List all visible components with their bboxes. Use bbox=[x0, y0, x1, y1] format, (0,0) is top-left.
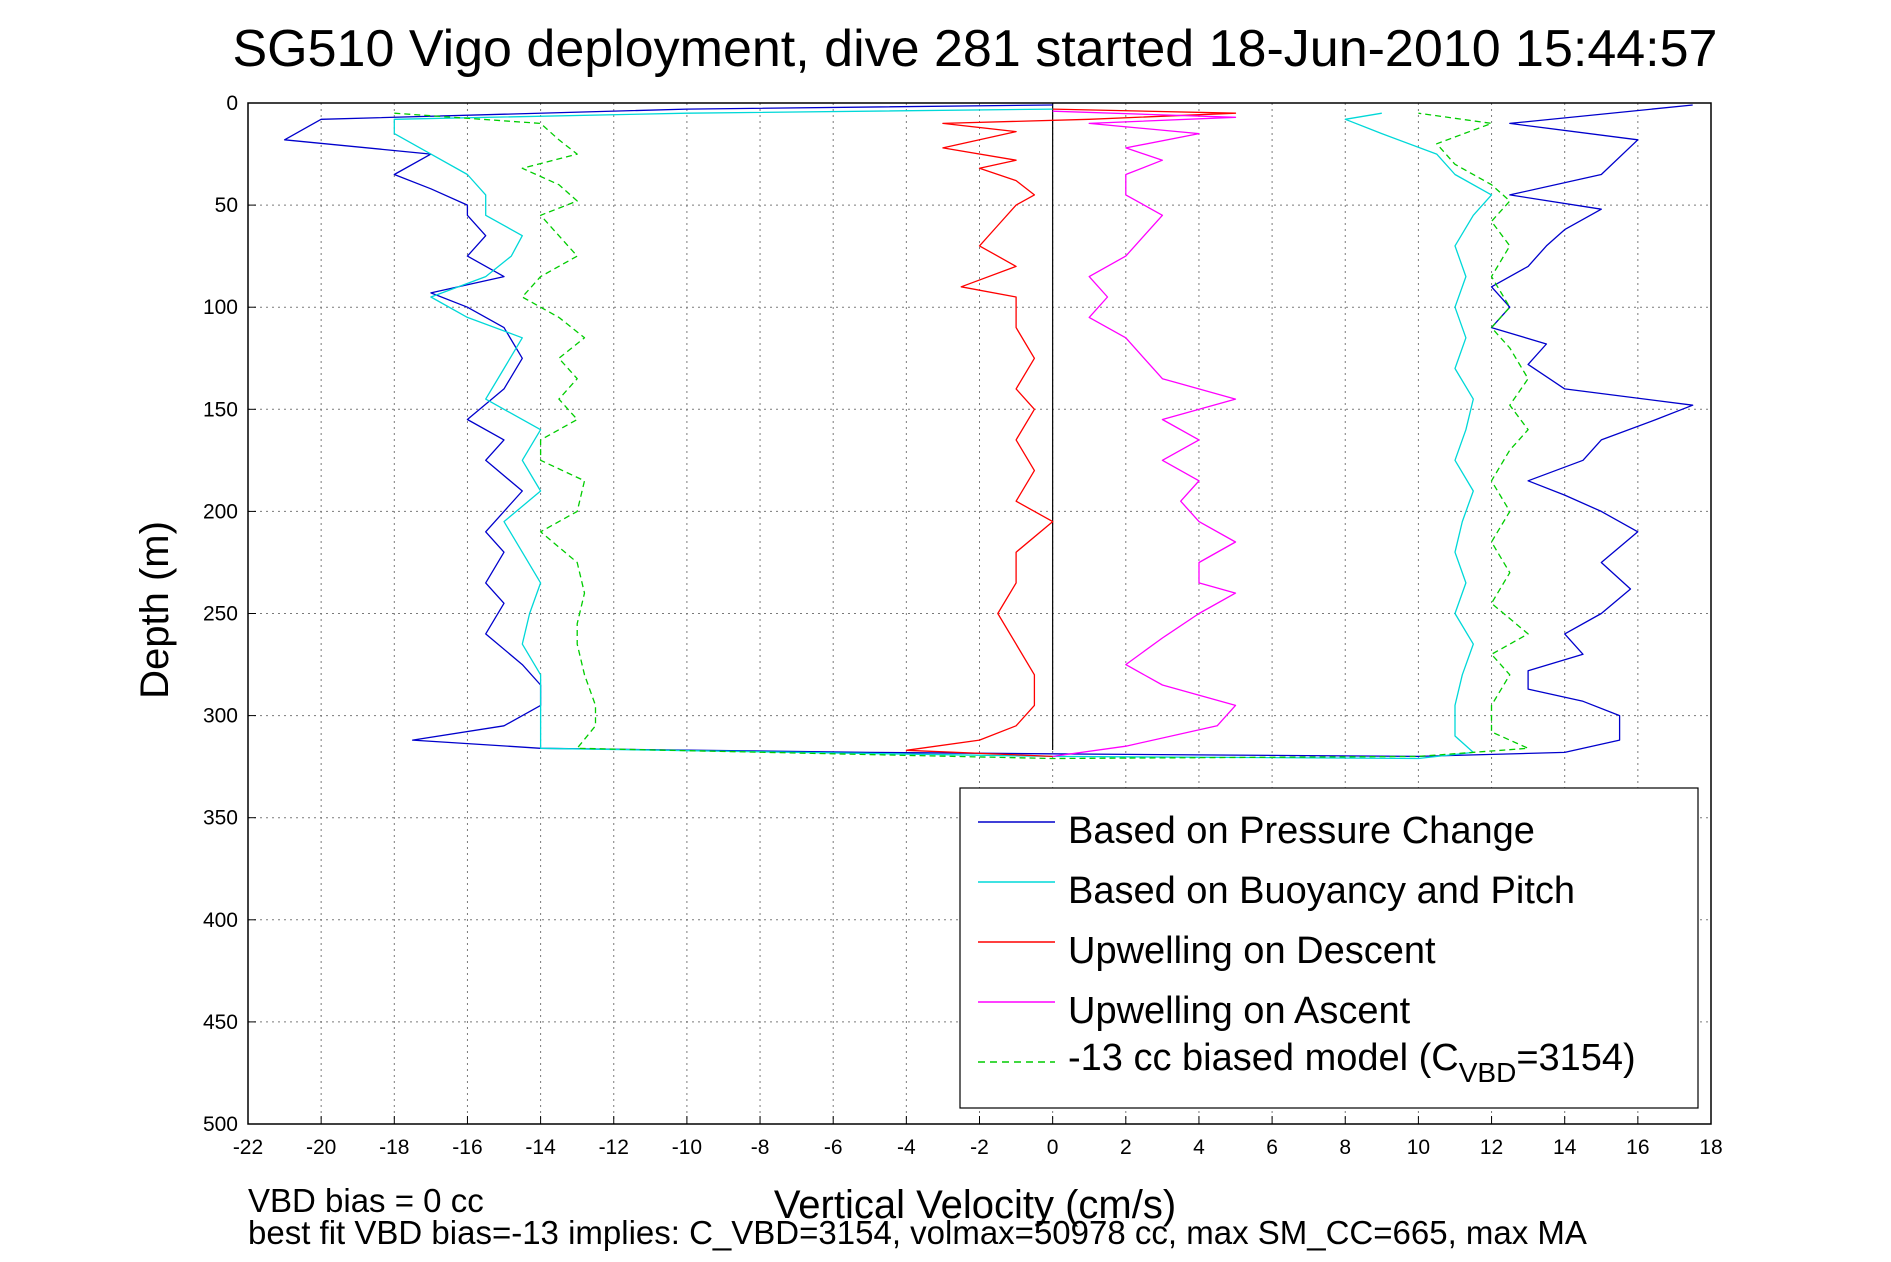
legend-box bbox=[959, 787, 1699, 1109]
x-tick-label: 2 bbox=[1120, 1136, 1132, 1159]
x-tick-label: 0 bbox=[1047, 1136, 1059, 1159]
x-tick-label: -4 bbox=[897, 1136, 916, 1159]
x-tick-label: 4 bbox=[1193, 1136, 1205, 1159]
y-tick-label: 250 bbox=[203, 603, 238, 626]
y-tick-label: 150 bbox=[203, 398, 238, 421]
y-tick-label: 100 bbox=[203, 296, 238, 319]
y-tick-label: 450 bbox=[203, 1011, 238, 1034]
x-tick-label: -10 bbox=[672, 1136, 702, 1159]
x-tick-label: 10 bbox=[1407, 1136, 1430, 1159]
y-tick-label: 50 bbox=[215, 194, 238, 217]
x-tick-label: -2 bbox=[970, 1136, 989, 1159]
x-axis-label: Vertical Velocity (cm/s) bbox=[774, 1183, 1176, 1227]
x-tick-label: -22 bbox=[233, 1136, 263, 1159]
x-tick-label: 6 bbox=[1266, 1136, 1278, 1159]
x-tick-label: -16 bbox=[452, 1136, 482, 1159]
x-tick-label: -12 bbox=[599, 1136, 629, 1159]
legend-label-pressure: Based on Pressure Change bbox=[1068, 810, 1535, 852]
y-tick-label: 400 bbox=[203, 909, 238, 932]
series-line-5 bbox=[394, 112, 1529, 760]
x-tick-label: -8 bbox=[751, 1136, 770, 1159]
x-axis-ticks: -22 -20 -18 -16 -14 -12 -10 -8 -6 -4 -2 0 2 4 6 8 10 12 14… bbox=[233, 1116, 1723, 1159]
legend: Based on Pressure Change Based on Buoyan… bbox=[959, 787, 1699, 1109]
y-axis-ticks: 0 50 100 150 200 250 300 350 400 450 500 bbox=[203, 92, 256, 1136]
x-tick-label: 12 bbox=[1480, 1136, 1503, 1159]
x-tick-label: -14 bbox=[525, 1136, 556, 1159]
x-tick-label: 18 bbox=[1699, 1136, 1722, 1159]
y-tick-label: 200 bbox=[203, 500, 238, 523]
legend-label-model: -13 cc biased model (CVBD=3154) bbox=[1068, 1037, 1636, 1088]
x-tick-label: -6 bbox=[824, 1136, 843, 1159]
series-layer bbox=[283, 104, 1694, 760]
chart-title: SG510 Vigo deployment, dive 281 started … bbox=[233, 20, 1718, 78]
x-tick-label: 14 bbox=[1553, 1136, 1577, 1159]
x-tick-label: -18 bbox=[379, 1136, 409, 1159]
y-tick-label: 500 bbox=[203, 1113, 238, 1136]
y-tick-label: 0 bbox=[226, 92, 238, 115]
series-line-3 bbox=[905, 108, 1237, 758]
legend-label-buoyancy: Based on Buoyancy and Pitch bbox=[1068, 870, 1575, 912]
x-tick-label: 16 bbox=[1626, 1136, 1649, 1159]
series-line-1 bbox=[283, 104, 1694, 758]
y-axis-label: Depth (m) bbox=[133, 521, 177, 699]
legend-label-ascent: Upwelling on Ascent bbox=[1068, 990, 1411, 1032]
x-tick-label: -20 bbox=[306, 1136, 336, 1159]
series-line-2 bbox=[393, 108, 1493, 760]
y-tick-label: 300 bbox=[203, 705, 238, 728]
best-fit-note: best fit VBD bias=-13 implies: C_VBD=315… bbox=[248, 1214, 1587, 1251]
legend-label-descent: Upwelling on Descent bbox=[1068, 930, 1436, 972]
series-line-4 bbox=[1052, 110, 1237, 758]
vbd-bias-note: VBD bias = 0 cc bbox=[248, 1182, 484, 1219]
x-tick-label: 8 bbox=[1339, 1136, 1351, 1159]
y-tick-label: 350 bbox=[203, 807, 238, 830]
